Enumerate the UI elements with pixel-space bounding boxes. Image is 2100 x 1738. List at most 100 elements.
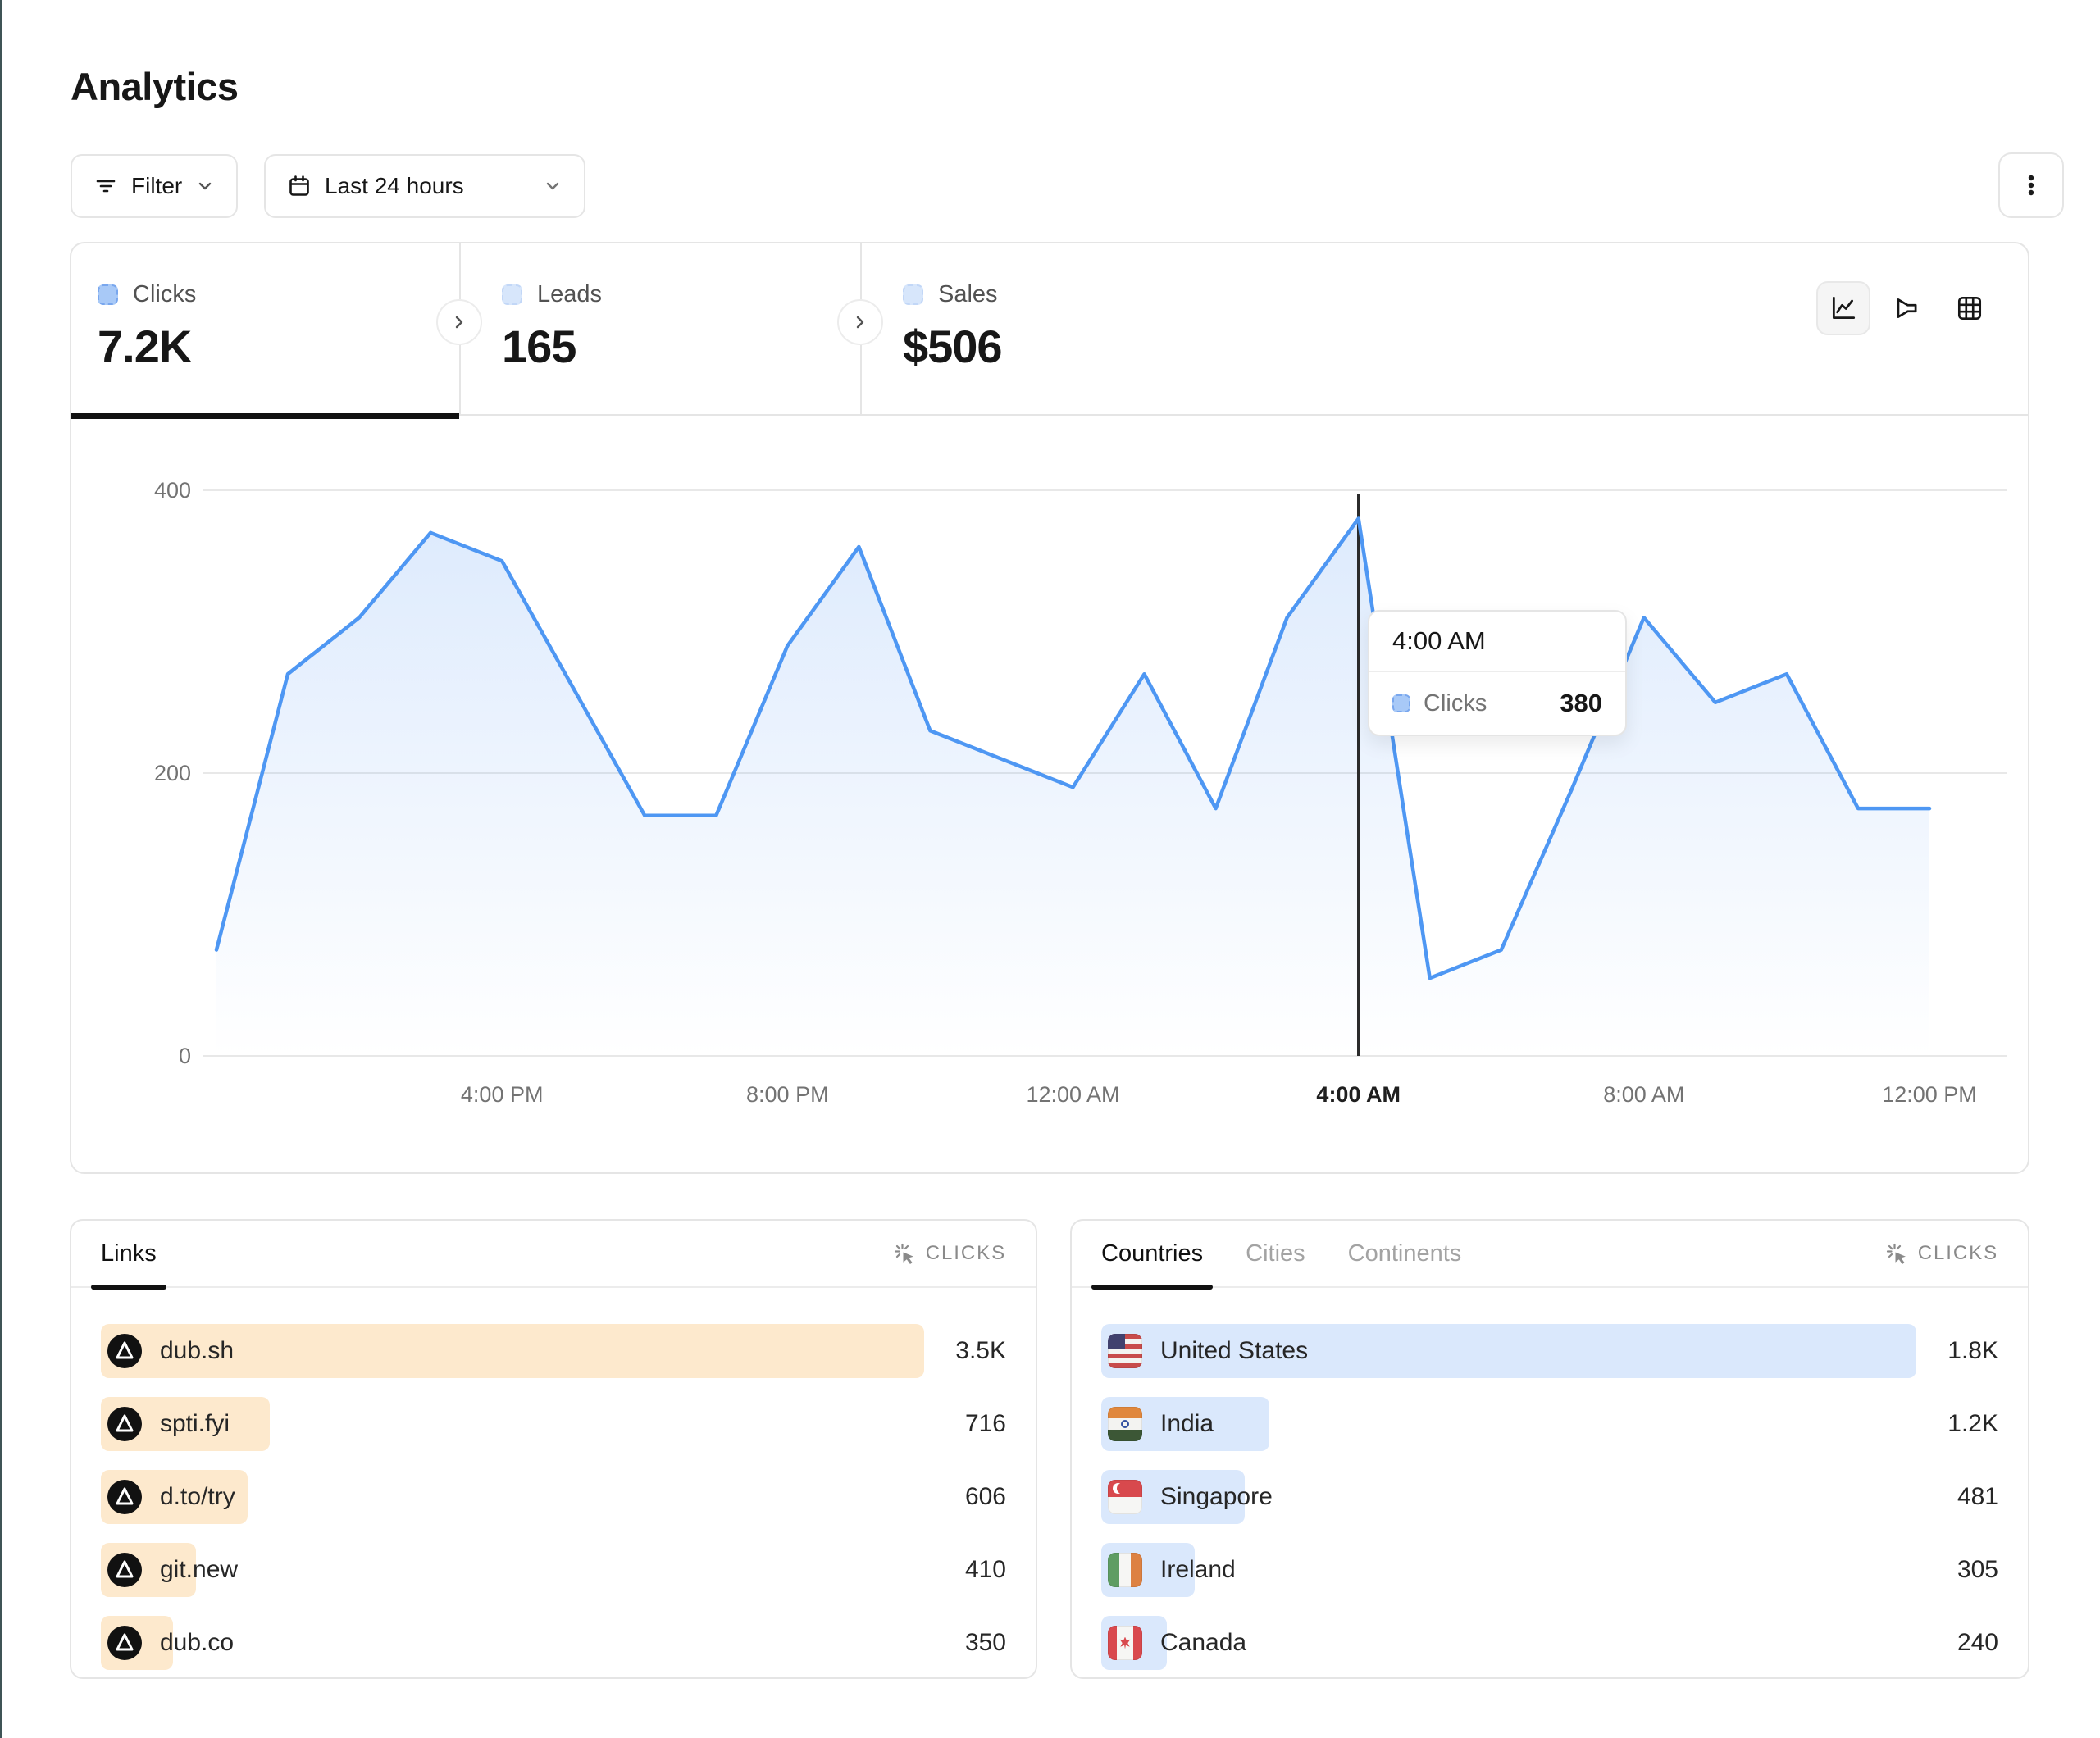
row-label: Ireland (1160, 1556, 1236, 1583)
list-item-d-to-try[interactable]: d.to/try 606 (101, 1470, 1006, 1524)
links-rows: dub.sh 3.5K spti.fyi 716 d.to/try 606 git.new 4… (71, 1288, 1036, 1670)
countries-panel-header: Countries Cities Continents CLICKS (1072, 1221, 2028, 1288)
dub-logo (107, 1407, 142, 1441)
row-label: India (1160, 1410, 1214, 1437)
calendar-icon (287, 174, 312, 198)
filter-button-label: Filter (131, 173, 183, 198)
flag-singapore (1108, 1480, 1142, 1514)
row-label: Singapore (1160, 1483, 1273, 1510)
x-axis-tick: 4:00 AM (1316, 1082, 1401, 1107)
funnel-icon (1897, 298, 1917, 318)
list-item-ireland[interactable]: Ireland 305 (1101, 1543, 1998, 1597)
tab-continents[interactable]: Continents (1347, 1240, 1462, 1267)
stat-label-sales: Sales (938, 281, 998, 307)
list-item-singapore[interactable]: Singapore 481 (1101, 1470, 1998, 1524)
tooltip-series-label: Clicks (1424, 689, 1487, 717)
more-options-button[interactable] (1998, 152, 2064, 218)
tooltip-value: 380 (1560, 689, 1602, 717)
tab-links[interactable]: Links (101, 1240, 157, 1288)
list-item-git-new[interactable]: git.new 410 (101, 1543, 1006, 1597)
stat-tab-sales[interactable]: Sales $506 (860, 243, 2031, 416)
list-item-dub-sh[interactable]: dub.sh 3.5K (101, 1324, 1006, 1378)
stat-label-clicks: Clicks (133, 281, 197, 307)
date-range-label: Last 24 hours (325, 173, 464, 198)
row-value: 1.8K (1947, 1337, 1998, 1364)
page-title: Analytics (71, 65, 239, 108)
clicks-legend-swatch (98, 284, 118, 305)
row-value: 350 (964, 1629, 1006, 1656)
stats-row: Clicks 7.2K Leads 165 Sales $506 (71, 243, 2031, 419)
list-item-united-states[interactable]: United States 1.8K (1101, 1324, 1998, 1378)
countries-rows: United States 1.8K India 1.2K Singapore 481 Ir… (1072, 1288, 2028, 1670)
row-bar (1101, 1324, 1916, 1378)
row-value: 3.5K (955, 1337, 1006, 1364)
chart-view-funnel-button[interactable] (1879, 281, 1934, 335)
links-metric-sort[interactable]: CLICKS (891, 1240, 1006, 1267)
chevron-right-icon (856, 316, 864, 329)
x-axis-tick: 12:00 AM (1026, 1082, 1119, 1107)
row-label: United States (1160, 1337, 1309, 1364)
countries-panel: Countries Cities Continents CLICKS United … (1070, 1219, 2029, 1679)
stat-label-leads: Leads (537, 281, 603, 307)
row-value: 481 (1957, 1483, 1998, 1510)
list-item-dub-co[interactable]: dub.co 350 (101, 1616, 1006, 1670)
cursor-click-icon (891, 1240, 918, 1267)
date-range-button[interactable]: Last 24 hours (264, 154, 585, 218)
row-value: 606 (964, 1483, 1006, 1510)
y-axis-tick-200: 200 (154, 761, 191, 785)
y-axis-tick-0: 0 (179, 1044, 191, 1068)
chart-view-line-chart-button[interactable] (1816, 281, 1870, 335)
chart-area[interactable]: 0 200 400 4:00 PM 8:00 PM 12:00 AM 4:00 AM 8:00… (71, 436, 2031, 1117)
list-item-spti-fyi[interactable]: spti.fyi 716 (101, 1397, 1006, 1451)
stat-expand-chevron-2[interactable] (837, 299, 883, 345)
row-value: 410 (964, 1556, 1006, 1583)
cursor-click-icon (1884, 1240, 1910, 1267)
stat-tab-leads[interactable]: Leads 165 (459, 243, 860, 416)
flag-india (1108, 1407, 1142, 1441)
clicks-area-fill (216, 518, 1929, 1056)
stat-tab-clicks[interactable]: Clicks 7.2K (71, 243, 459, 419)
chart-tooltip: 4:00 AM Clicks 380 (1368, 610, 1627, 736)
chevron-down-icon (195, 176, 215, 196)
tooltip-time: 4:00 AM (1369, 612, 1625, 672)
list-item-canada[interactable]: Canada 240 (1101, 1616, 1998, 1670)
filter-button[interactable]: Filter (71, 154, 239, 218)
chevron-down-icon (543, 176, 563, 196)
stat-value-clicks: 7.2K (98, 321, 192, 372)
row-label: dub.co (160, 1629, 235, 1656)
clicks-legend-swatch (1392, 694, 1410, 712)
y-axis-tick-400: 400 (154, 478, 191, 503)
clicks-line (214, 516, 1932, 980)
page-left-edge (0, 0, 2, 1738)
flag-canada (1108, 1626, 1142, 1660)
row-label: Canada (1160, 1629, 1247, 1656)
table-grid-icon (1957, 296, 1982, 321)
dub-logo (107, 1553, 142, 1587)
tab-countries[interactable]: Countries (1101, 1240, 1203, 1288)
dub-logo (107, 1480, 142, 1514)
stat-expand-chevron-1[interactable] (436, 299, 482, 345)
x-axis-tick: 4:00 PM (461, 1082, 544, 1107)
links-panel: Links CLICKS dub.sh 3.5K spti.fyi 716 d.to/t… (70, 1219, 1037, 1679)
links-metric-label: CLICKS (925, 1242, 1006, 1264)
row-label: d.to/try (160, 1483, 235, 1510)
dub-logo (107, 1626, 142, 1660)
chart-view-table-grid-button[interactable] (1943, 281, 1997, 335)
dub-logo (107, 1334, 142, 1368)
leads-legend-swatch (502, 284, 522, 305)
tab-cities[interactable]: Cities (1246, 1240, 1305, 1267)
list-item-india[interactable]: India 1.2K (1101, 1397, 1998, 1451)
line-chart-icon (1832, 296, 1856, 320)
row-label: dub.sh (160, 1337, 235, 1364)
clicks-area-chart[interactable]: 0 200 400 4:00 PM 8:00 PM 12:00 AM 4:00 AM 8:00… (71, 436, 2031, 1117)
x-axis-tick: 8:00 PM (746, 1082, 829, 1107)
flag-us (1108, 1334, 1142, 1368)
row-value: 305 (1957, 1556, 1998, 1583)
row-label: spti.fyi (160, 1410, 230, 1437)
stat-value-leads: 165 (502, 321, 576, 372)
row-label: git.new (160, 1556, 239, 1583)
analytics-card: Clicks 7.2K Leads 165 Sales $506 0 200 400 4:00 … (70, 242, 2029, 1174)
countries-metric-sort[interactable]: CLICKS (1884, 1240, 1998, 1267)
countries-metric-label: CLICKS (1917, 1242, 1998, 1264)
chevron-right-icon (455, 316, 463, 329)
